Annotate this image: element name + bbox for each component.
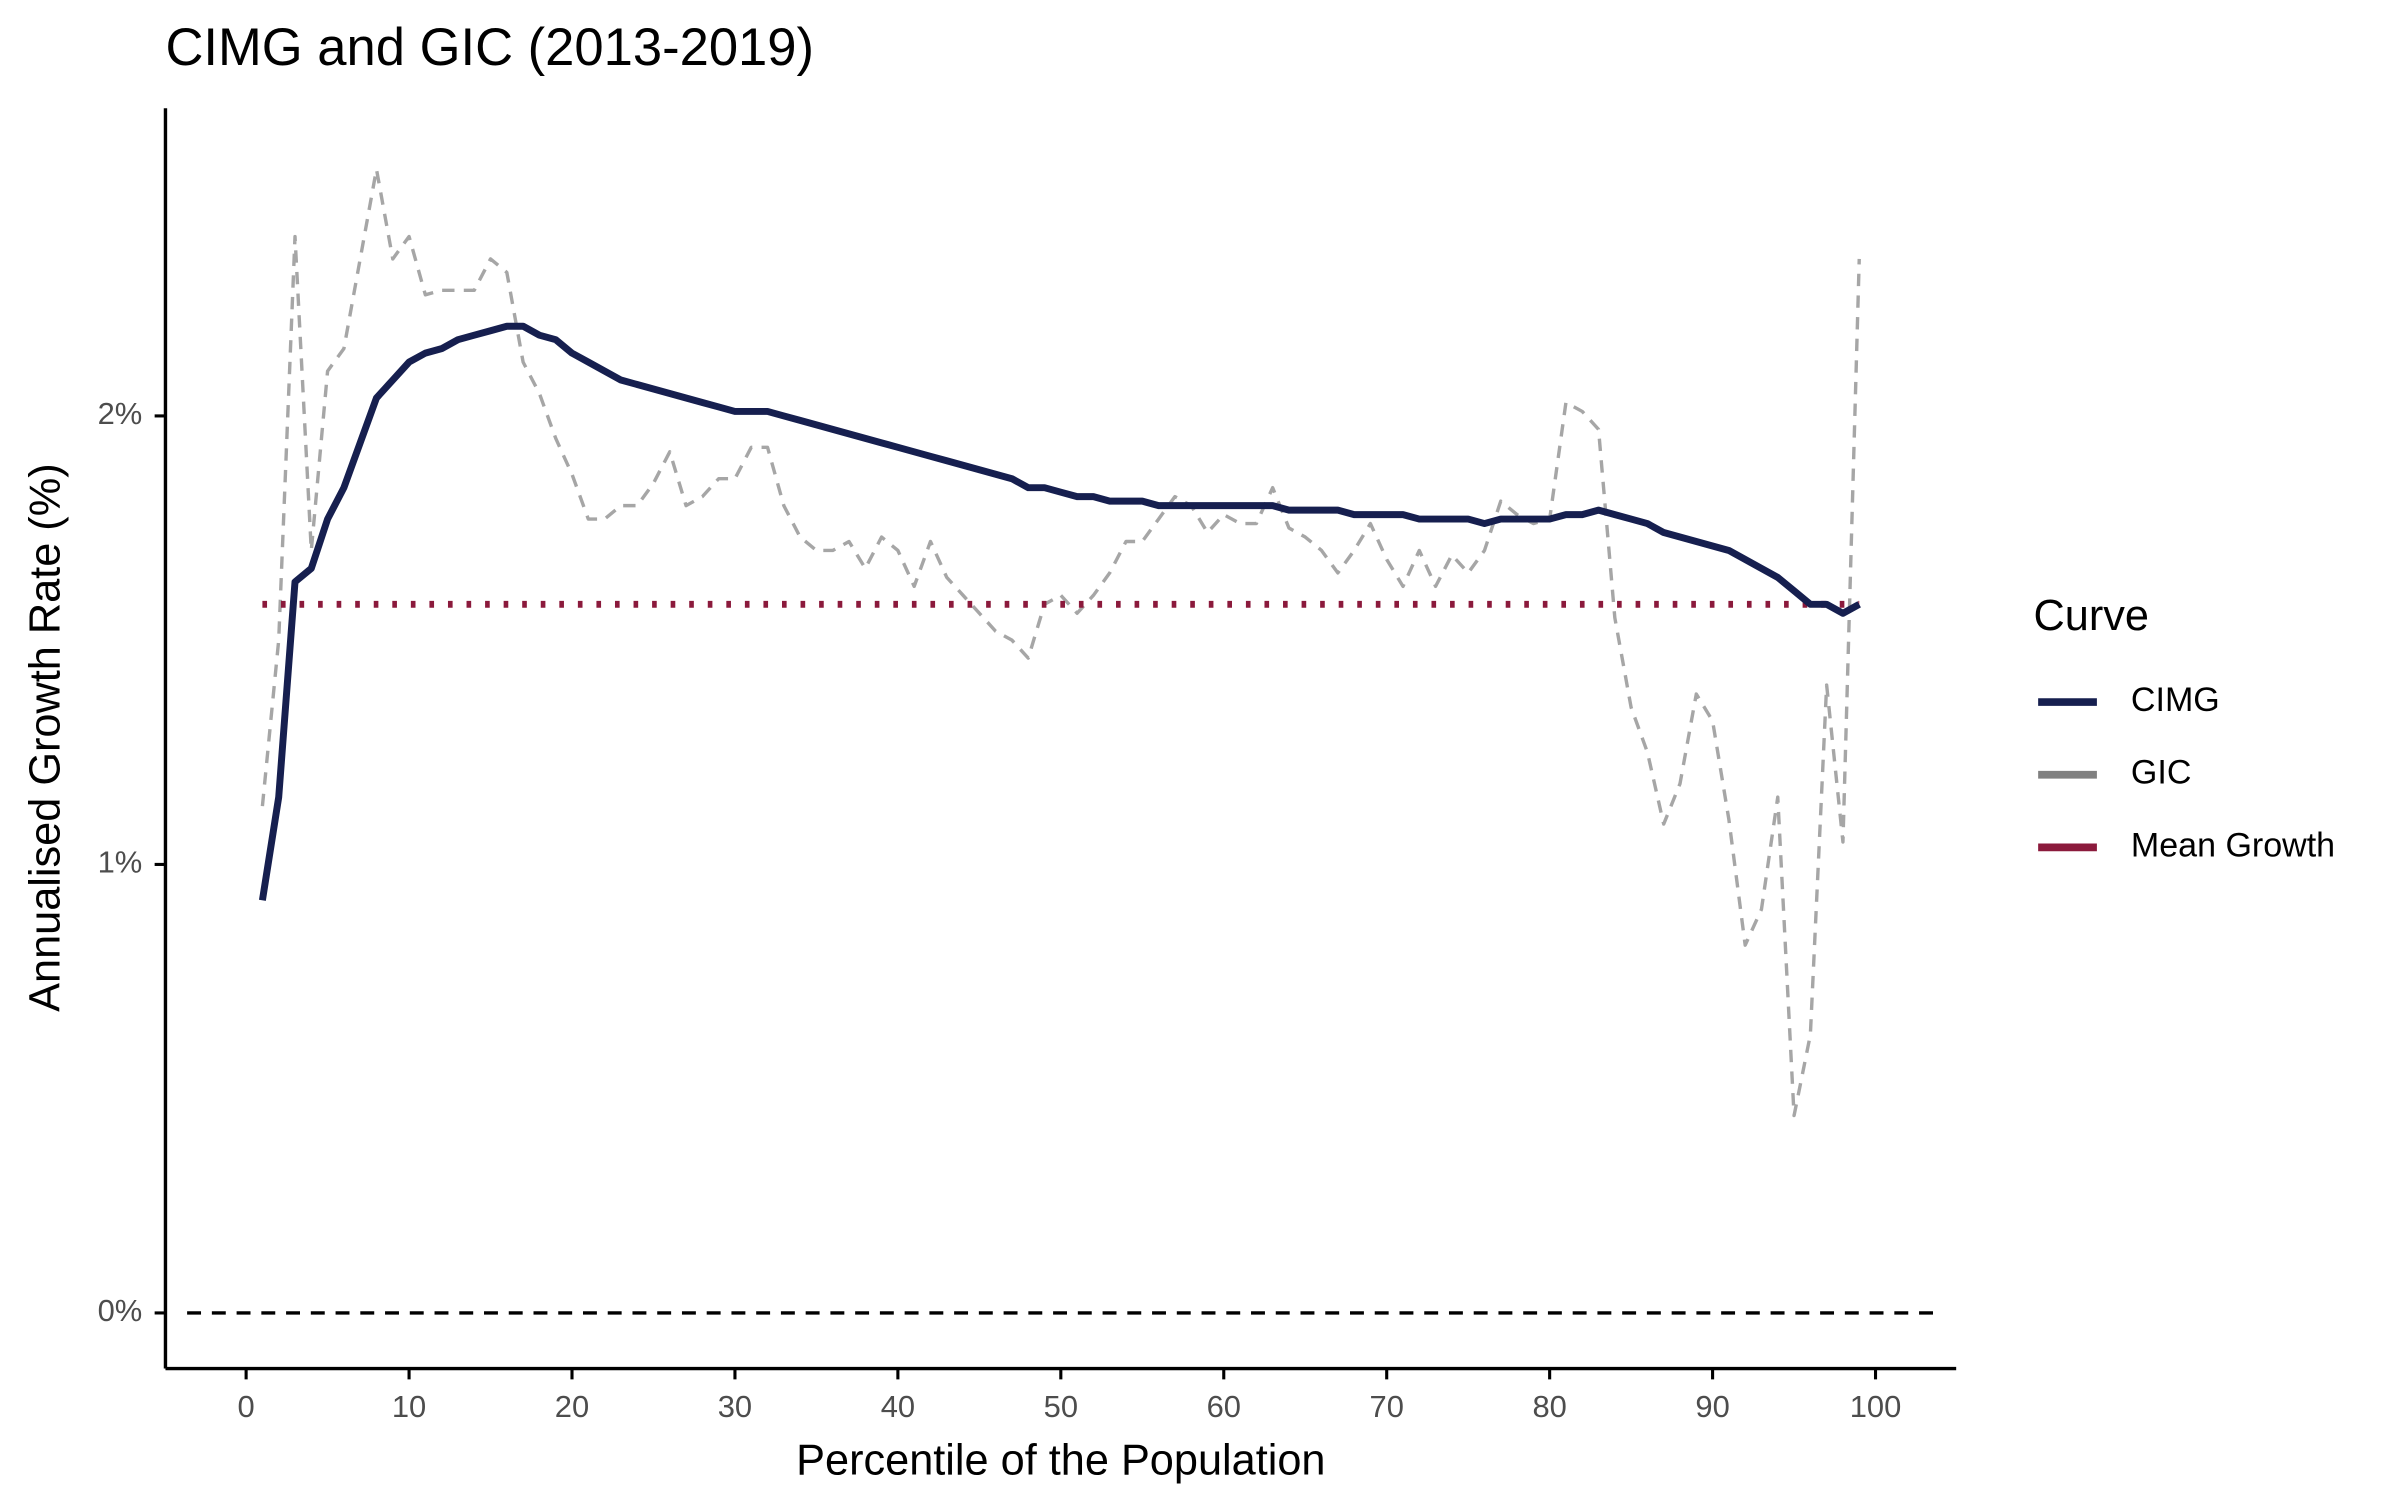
x-tick-label: 40 — [881, 1389, 915, 1424]
x-tick-label: 90 — [1695, 1389, 1729, 1424]
x-tick-label: 50 — [1044, 1389, 1078, 1424]
y-axis-title: Annualised Growth Rate (%) — [21, 463, 69, 1011]
y-tick-label: 2% — [98, 396, 143, 431]
x-tick-label: 60 — [1207, 1389, 1241, 1424]
series-line — [260, 167, 1861, 1118]
legend-label: GIC — [2131, 754, 2191, 792]
x-tick-label: 10 — [392, 1389, 426, 1424]
y-tick-label: 1% — [98, 845, 143, 880]
x-tick-label: 70 — [1370, 1389, 1404, 1424]
x-tick-label: 30 — [718, 1389, 752, 1424]
series-line — [258, 322, 1861, 901]
x-tick-label: 80 — [1532, 1389, 1566, 1424]
legend-label: Mean Growth — [2131, 826, 2335, 864]
chart-title: CIMG and GIC (2013-2019) — [165, 18, 814, 77]
legend-title: Curve — [2034, 592, 2149, 640]
y-tick-label: 0% — [98, 1293, 143, 1328]
legend-label: CIMG — [2131, 681, 2220, 719]
x-axis-title: Percentile of the Population — [796, 1436, 1325, 1484]
x-tick-label: 20 — [555, 1389, 589, 1424]
x-tick-label: 0 — [238, 1389, 255, 1424]
x-tick-label: 100 — [1850, 1389, 1902, 1424]
